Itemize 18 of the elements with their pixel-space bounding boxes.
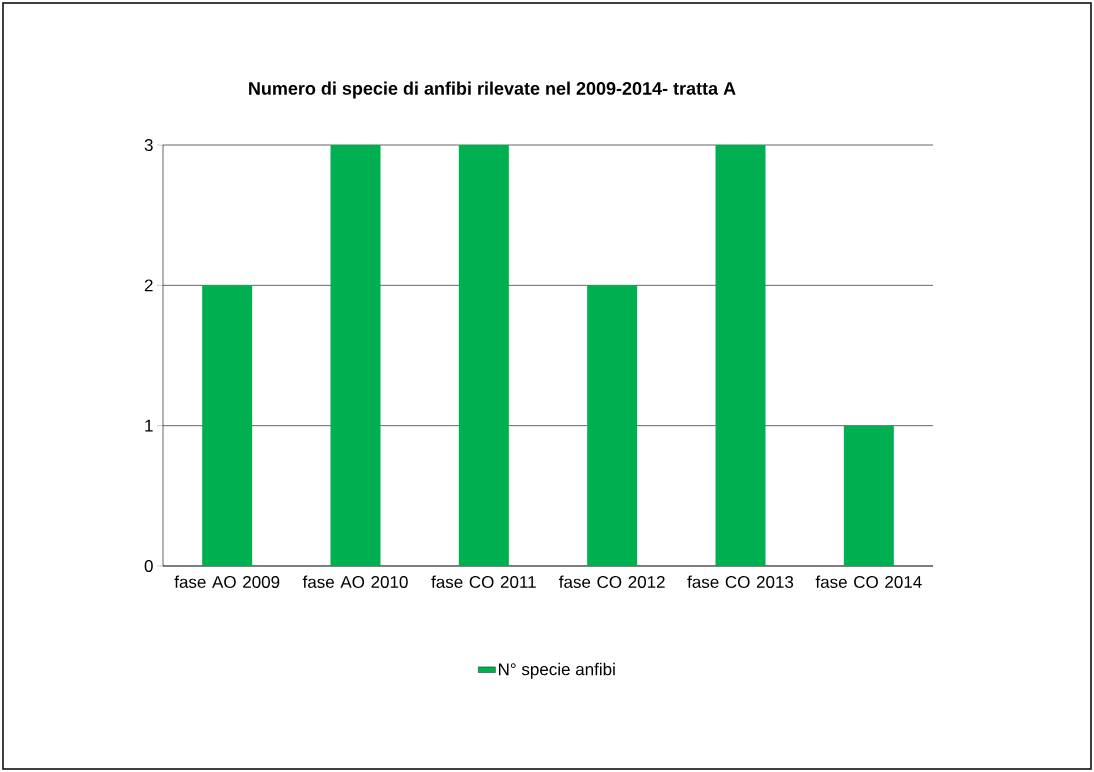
x-tick-label: fase CO 2014	[815, 575, 922, 589]
bar	[843, 425, 894, 566]
bar	[330, 145, 381, 566]
x-tick-label: fase CO 2011	[431, 575, 536, 589]
legend-label: N° specie anfibi	[498, 662, 615, 679]
y-tick-label: 0	[144, 559, 153, 573]
x-tick-label: fase AO 2010	[302, 575, 408, 589]
bar	[202, 285, 253, 566]
x-tick-label: fase CO 2013	[687, 575, 794, 589]
x-tick-label: fase CO 2012	[559, 575, 665, 589]
bar	[715, 145, 766, 566]
bar	[458, 145, 509, 566]
chart-title: Numero di specie di anfibi rilevate nel 2009-2014- tratta A	[249, 81, 736, 99]
y-tick-label: 2	[144, 279, 153, 292]
x-tick-label: fase AO 2009	[174, 575, 280, 589]
bar	[587, 285, 638, 566]
y-tick-label: 3	[144, 138, 153, 152]
y-tick-label: 1	[145, 419, 153, 432]
